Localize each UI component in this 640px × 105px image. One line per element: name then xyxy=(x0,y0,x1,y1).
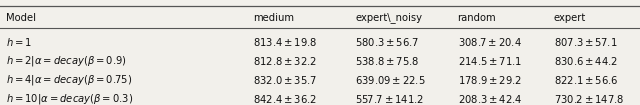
Text: $580.3 \pm 56.7$: $580.3 \pm 56.7$ xyxy=(355,36,419,48)
Text: $812.8 \pm 32.2$: $812.8 \pm 32.2$ xyxy=(253,55,316,67)
Text: expert: expert xyxy=(554,13,586,23)
Text: $807.3 \pm 57.1$: $807.3 \pm 57.1$ xyxy=(554,36,617,48)
Text: $178.9 \pm 29.2$: $178.9 \pm 29.2$ xyxy=(458,74,521,86)
Text: $h = 4|\alpha = decay(\beta = 0.75)$: $h = 4|\alpha = decay(\beta = 0.75)$ xyxy=(6,73,133,87)
Text: medium: medium xyxy=(253,13,294,23)
Text: $538.8 \pm 75.8$: $538.8 \pm 75.8$ xyxy=(355,55,419,67)
Text: $639.09 \pm 22.5$: $639.09 \pm 22.5$ xyxy=(355,74,426,86)
Text: $h = 2|\alpha = decay(\beta = 0.9)$: $h = 2|\alpha = decay(\beta = 0.9)$ xyxy=(6,54,127,68)
Text: $822.1 \pm 56.6$: $822.1 \pm 56.6$ xyxy=(554,74,618,86)
Text: random: random xyxy=(458,13,496,23)
Text: expert\_noisy: expert\_noisy xyxy=(355,12,422,23)
Text: $h = 10|\alpha = decay(\beta = 0.3)$: $h = 10|\alpha = decay(\beta = 0.3)$ xyxy=(6,92,134,105)
Text: $308.7 \pm 20.4$: $308.7 \pm 20.4$ xyxy=(458,36,522,48)
Text: $830.6 \pm 44.2$: $830.6 \pm 44.2$ xyxy=(554,55,617,67)
Text: $214.5 \pm 71.1$: $214.5 \pm 71.1$ xyxy=(458,55,522,67)
Text: $832.0 \pm 35.7$: $832.0 \pm 35.7$ xyxy=(253,74,316,86)
Text: $557.7 \pm 141.2$: $557.7 \pm 141.2$ xyxy=(355,93,424,105)
Text: $813.4 \pm 19.8$: $813.4 \pm 19.8$ xyxy=(253,36,317,48)
Text: $730.2 \pm 147.8$: $730.2 \pm 147.8$ xyxy=(554,93,623,105)
Text: $842.4 \pm 36.2$: $842.4 \pm 36.2$ xyxy=(253,93,316,105)
Text: Model: Model xyxy=(6,13,36,23)
Text: $208.3 \pm 42.4$: $208.3 \pm 42.4$ xyxy=(458,93,522,105)
Text: $h = 1$: $h = 1$ xyxy=(6,36,33,48)
